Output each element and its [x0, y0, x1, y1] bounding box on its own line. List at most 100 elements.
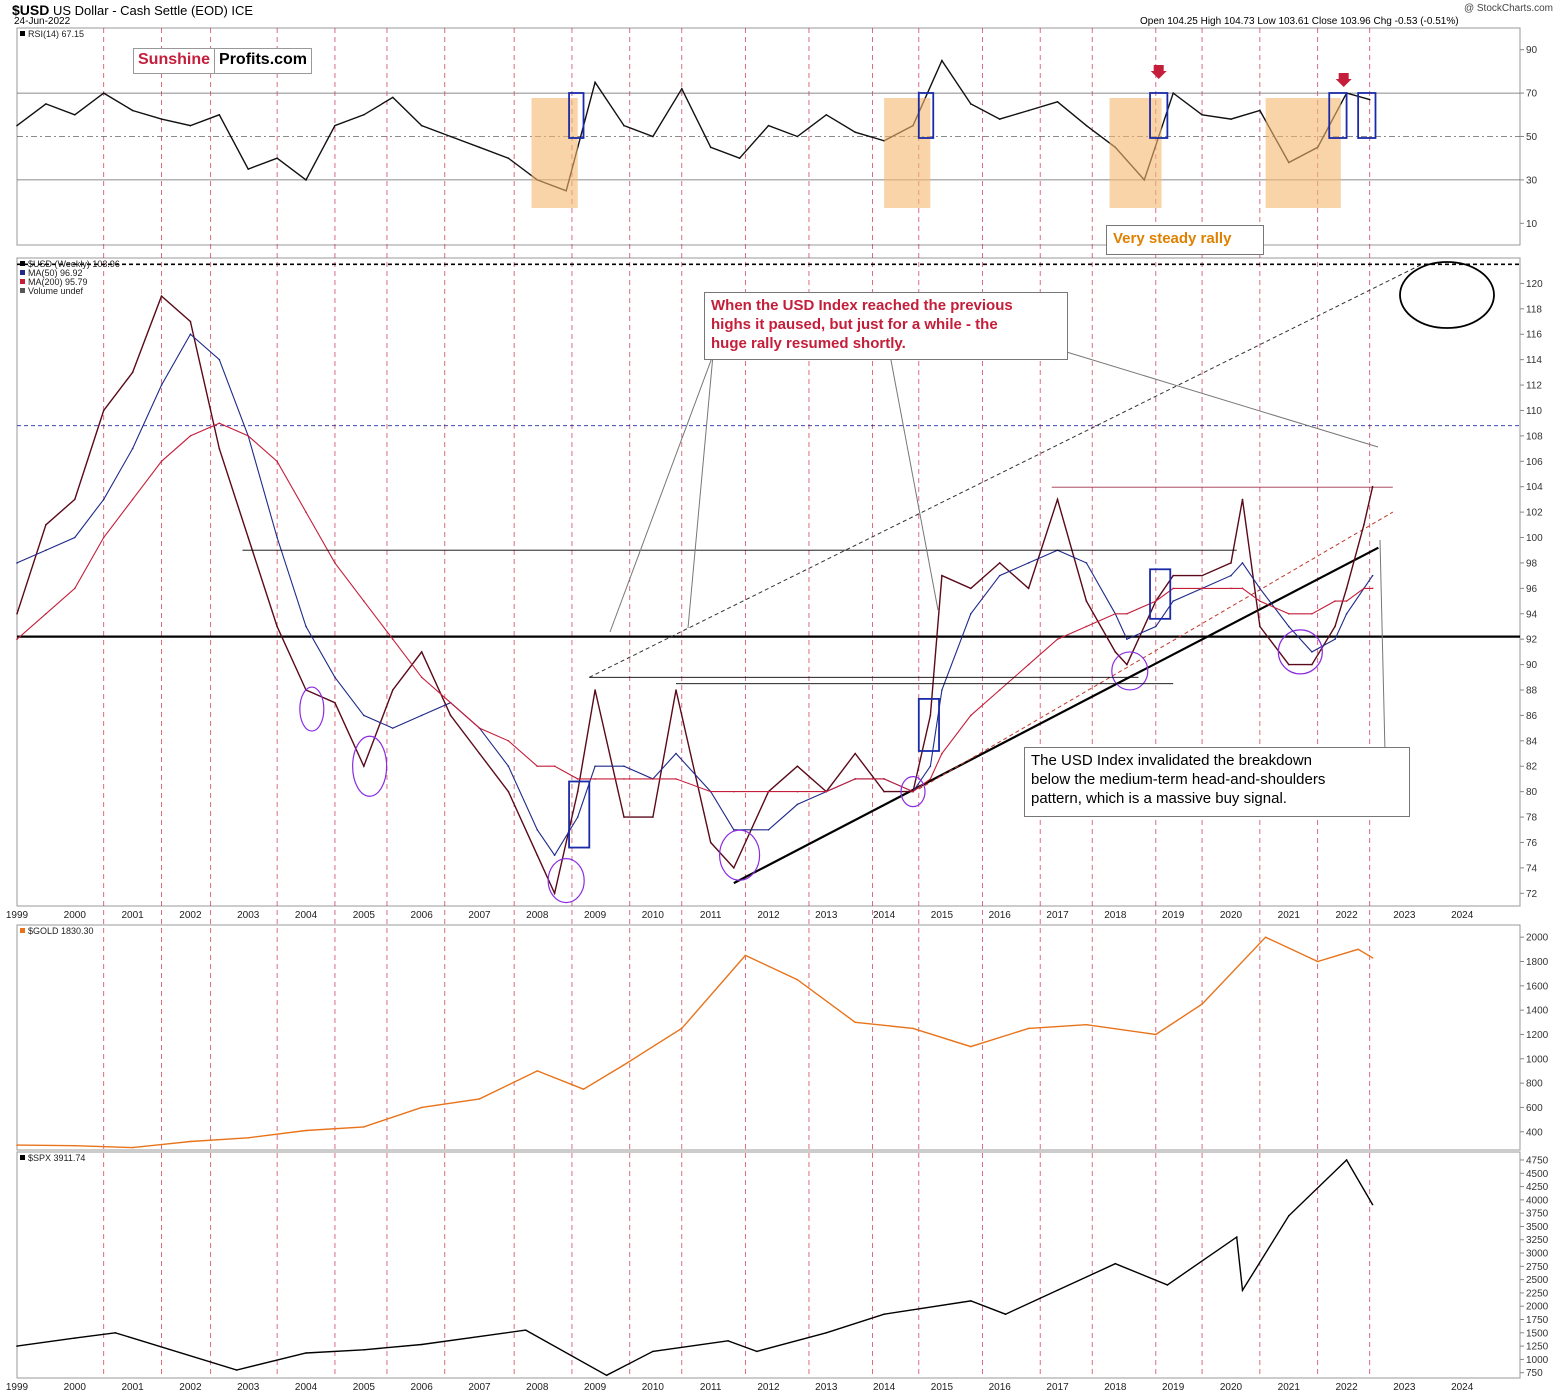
callout-leader-4	[1379, 539, 1386, 753]
usd-data-point	[1311, 651, 1313, 653]
usd-data-point	[1287, 663, 1290, 666]
usd-data-point	[131, 498, 134, 501]
gold-data-point	[1027, 1027, 1030, 1030]
usd-data-point	[941, 574, 943, 577]
usd-data-point	[1259, 587, 1261, 590]
usd-data-point	[391, 727, 394, 729]
spx-y-tick-label: 1000	[1526, 1355, 1549, 1366]
spx-y-tick-label: 3250	[1526, 1235, 1549, 1246]
spx-y-tick-label: 750	[1526, 1368, 1543, 1379]
usd-data-point	[102, 409, 105, 412]
usd-data-point	[1085, 600, 1088, 602]
spx-y-tick-label: 1750	[1526, 1315, 1549, 1326]
chart-title: $USD US Dollar - Cash Settle (EOD) ICE	[12, 2, 253, 18]
logo-part-1: Sunshine	[138, 51, 211, 68]
annotation-paused: When the USD Index reached the previous …	[704, 292, 1068, 360]
rsi-data-point	[1259, 109, 1261, 112]
spx-y-tick-label: 4500	[1526, 1169, 1549, 1180]
usd-data-point	[102, 536, 105, 539]
x-axis-labels-usd-tick: 2010	[642, 910, 665, 921]
rsi-y-tick-label: 10	[1526, 219, 1538, 230]
x-axis-labels-spx-tick: 2011	[700, 1382, 722, 1393]
usd-data-point	[334, 676, 336, 679]
rsi-signal-box-3	[1328, 92, 1348, 139]
rsi-data-point	[970, 103, 972, 105]
usd-data-point	[363, 714, 365, 717]
x-axis-labels-usd-tick: 2020	[1220, 910, 1243, 921]
usd-data-point	[623, 765, 625, 768]
gold-y-tick-label: 2000	[1526, 933, 1549, 944]
spx-data-point	[1235, 1236, 1238, 1238]
usd-data-point	[1085, 625, 1088, 628]
x-axis-labels-usd-tick: 2001	[121, 910, 144, 921]
usd-data-point	[854, 778, 857, 780]
usd-data-point	[1241, 498, 1244, 501]
usd-data-point	[420, 714, 423, 717]
usd-data-point	[1345, 600, 1348, 602]
gold-data-point	[1201, 1003, 1203, 1005]
x-axis-labels-spx-tick: 2022	[1335, 1382, 1358, 1393]
rsi-highlight-zone-1	[884, 98, 931, 208]
rsi-data-point	[767, 124, 770, 127]
x-axis-labels-spx-tick: 2021	[1278, 1382, 1301, 1393]
x-axis-labels-usd-tick: 2019	[1162, 910, 1185, 921]
rsi-data-point	[160, 118, 163, 120]
usd-data-point	[1371, 485, 1374, 488]
gold-data-point	[420, 1106, 423, 1109]
usd-data-point	[420, 651, 423, 653]
x-axis-labels-spx-tick: 2008	[526, 1382, 549, 1393]
x-axis-labels-usd-tick: 2008	[526, 910, 549, 921]
usd-y-tick-label: 92	[1526, 635, 1538, 646]
spx-data-point	[235, 1369, 238, 1371]
x-axis-labels-usd-tick: 2012	[757, 910, 780, 921]
rsi-data-point	[796, 135, 799, 138]
spx-y-tick-label: 4750	[1526, 1155, 1549, 1166]
gold-data-point	[1264, 936, 1267, 938]
gold-legend-swatch	[20, 928, 25, 933]
usd-data-point	[247, 536, 250, 539]
usd-data-point	[1085, 562, 1088, 564]
usd-data-point	[929, 765, 932, 768]
usd-legend-swatch	[20, 288, 25, 293]
rsi-y-tick-label: 90	[1526, 45, 1538, 56]
usd-data-point	[1259, 600, 1261, 602]
rsi-highlight-zone-0	[531, 98, 578, 208]
x-axis-labels-usd-tick: 2006	[411, 910, 434, 921]
x-axis-labels-spx-tick: 2007	[468, 1382, 491, 1393]
gold-data-point	[305, 1129, 307, 1132]
usd-data-point	[276, 536, 278, 539]
x-axis-labels-spx-tick: 2002	[179, 1382, 202, 1393]
usd-data-point	[796, 803, 799, 806]
usd-data-point	[1027, 587, 1030, 590]
usd-data-point	[74, 498, 76, 501]
rsi-legend-entry: RSI(14) 67.15	[28, 29, 84, 39]
usd-data-point	[1363, 524, 1365, 526]
usd-data-point	[16, 638, 18, 640]
usd-y-tick-label: 78	[1526, 813, 1538, 824]
spx-data-point	[1287, 1215, 1290, 1217]
rsi-data-point	[1085, 124, 1088, 127]
usd-data-point	[825, 790, 828, 793]
rsi-data-point	[680, 87, 683, 90]
usd-data-point	[883, 778, 885, 780]
usd-data-point	[1259, 625, 1261, 628]
gold-data-point	[189, 1140, 192, 1143]
usd-data-point	[1027, 562, 1030, 564]
usd-data-point	[929, 714, 932, 717]
spx-y-tick-label: 4000	[1526, 1195, 1549, 1206]
sunshine-profits-logo: Sunshine Profits.com	[133, 48, 313, 74]
spx-data-point	[1241, 1289, 1244, 1292]
rsi-data-point	[247, 168, 250, 170]
usd-data-point	[45, 612, 47, 615]
usd-data-point	[1056, 498, 1059, 501]
usd-y-tick-label: 100	[1526, 533, 1543, 544]
usd-data-point	[854, 752, 857, 755]
usd-data-point	[478, 727, 481, 729]
usd-data-point	[218, 358, 221, 361]
x-axis-labels-usd-tick: 2014	[873, 910, 896, 921]
rsi-data-point	[102, 92, 105, 94]
spx-series-price	[16, 1158, 1374, 1377]
rsi-data-point	[449, 135, 452, 138]
usd-data-point	[733, 828, 735, 831]
usd-data-point	[1230, 574, 1232, 577]
